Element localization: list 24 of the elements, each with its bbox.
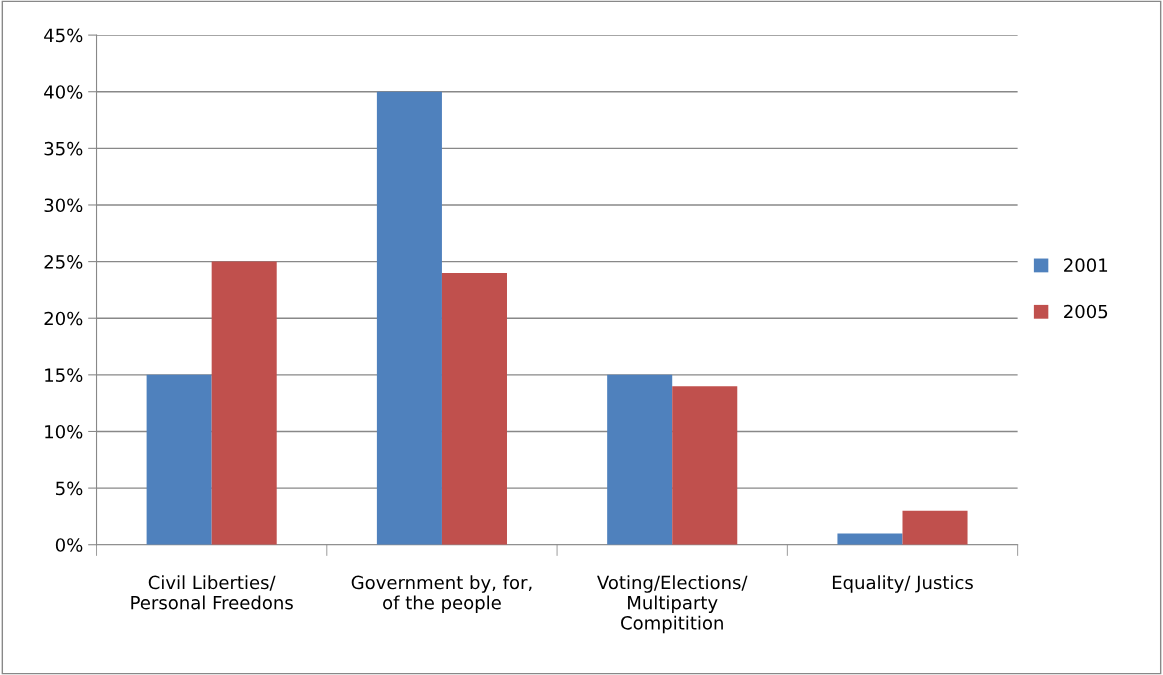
- x-tick-label: Voting/Elections/ Multiparty Compitition: [597, 575, 748, 634]
- bar: [376, 91, 442, 545]
- bar: [211, 261, 277, 545]
- bar: [607, 374, 673, 545]
- y-tick-label: 35%: [44, 141, 83, 156]
- x-tick-label: Civil Liberties/ Personal Freedons: [131, 575, 293, 610]
- x-tick-label: Equality/ Justics: [832, 575, 973, 593]
- y-tick-label: 20%: [44, 311, 83, 326]
- legend-label: 2001: [1064, 258, 1108, 272]
- bar: [672, 386, 738, 545]
- y-tick-label: 40%: [44, 85, 83, 99]
- y-tick-label: 45%: [44, 28, 83, 43]
- y-tick-label: 15%: [45, 368, 83, 382]
- y-tick-label: 0%: [55, 538, 83, 552]
- y-tick-label: 25%: [44, 255, 83, 269]
- bar: [902, 510, 968, 545]
- bar: [837, 533, 903, 545]
- y-tick-label: 10%: [45, 424, 83, 439]
- x-tick-label: Government by, for, of the people: [351, 575, 532, 613]
- y-tick-label: 30%: [44, 198, 83, 213]
- bar: [441, 272, 507, 545]
- legend-label: 2005: [1064, 304, 1108, 319]
- bar: [146, 374, 212, 545]
- y-tick-label: 5%: [56, 481, 83, 496]
